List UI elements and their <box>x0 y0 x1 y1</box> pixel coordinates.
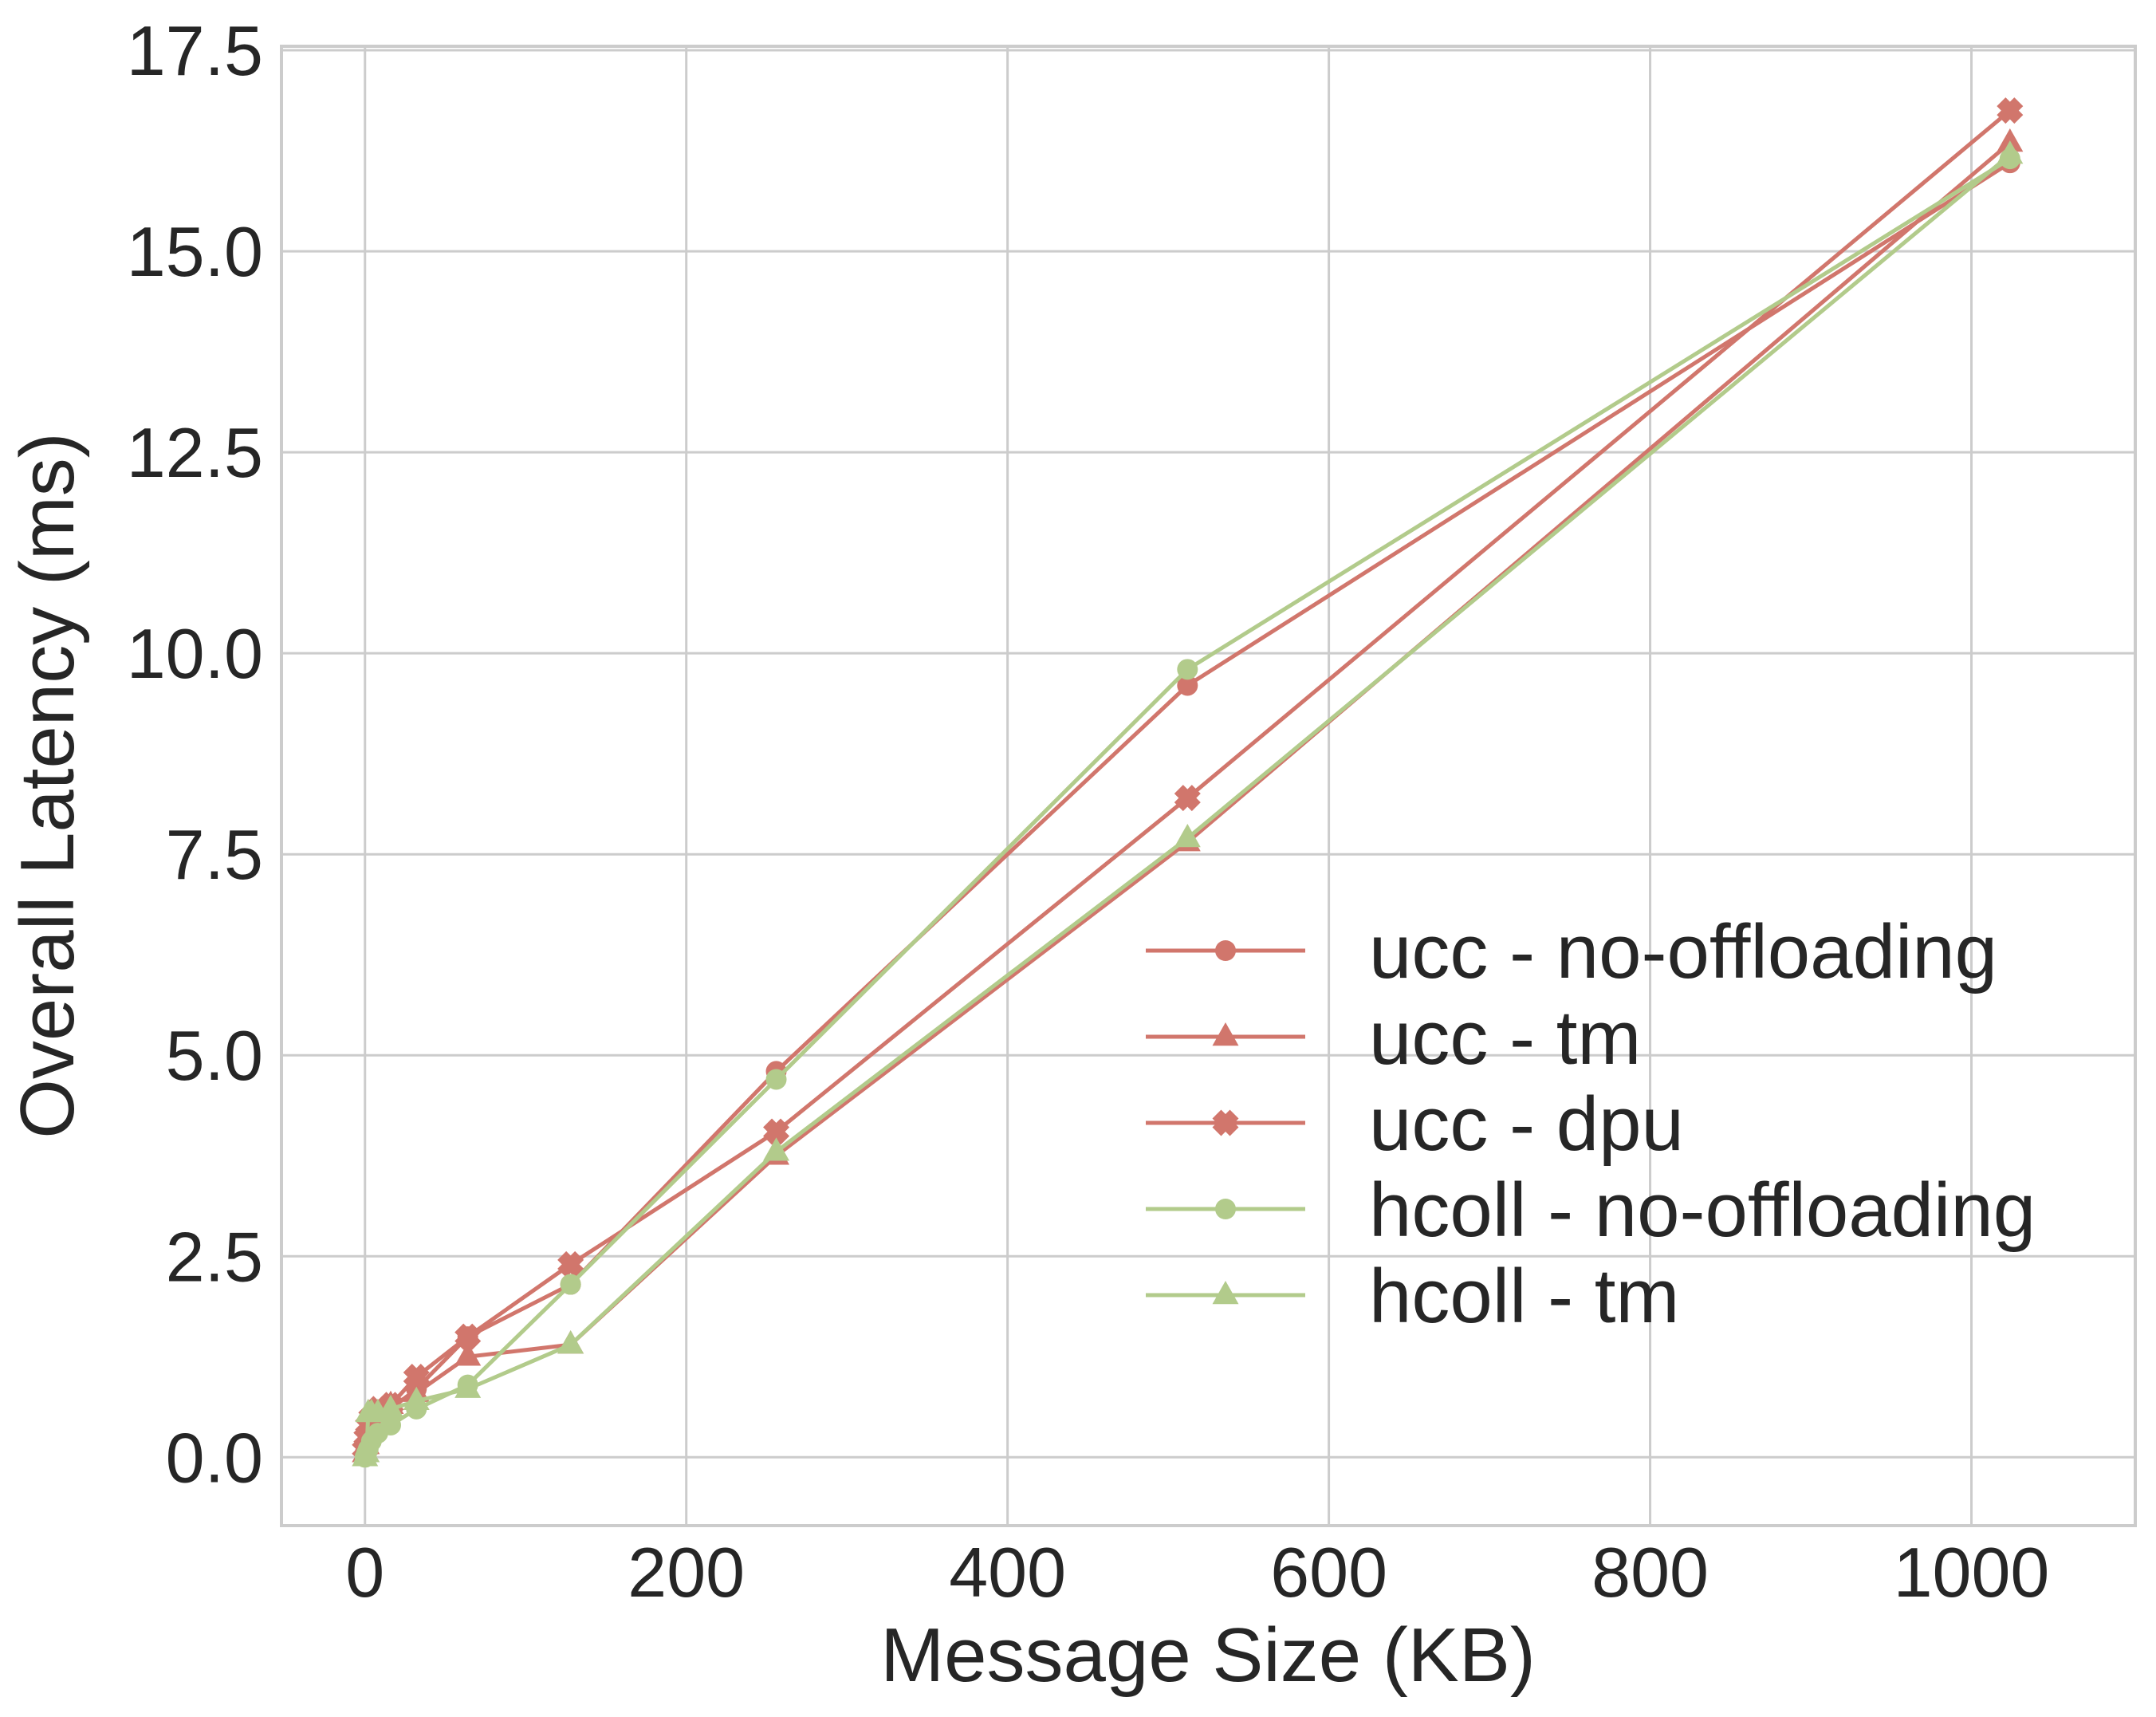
data-point <box>403 1386 430 1410</box>
data-point <box>403 1363 430 1390</box>
data-point <box>560 1274 581 1295</box>
x-axis-label: Message Size (KB) <box>880 1613 1536 1698</box>
y-tick-label: 17.5 <box>127 11 263 90</box>
data-point <box>765 1069 787 1090</box>
x-tick-label: 1000 <box>1894 1533 2050 1612</box>
series-0 <box>354 152 2020 1464</box>
data-point <box>1174 824 1201 848</box>
legend-label: ucc - dpu <box>1369 1081 1684 1167</box>
x-tick-label: 600 <box>1270 1533 1387 1612</box>
data-point <box>454 1342 482 1366</box>
legend-item: hcoll - no-offloading <box>1146 1168 2036 1253</box>
legend-label: ucc - tm <box>1369 995 1641 1081</box>
data-point <box>1177 659 1198 680</box>
y-axis-label: Overall Latency (ms) <box>5 432 90 1139</box>
legend-item: ucc - dpu <box>1146 1081 1684 1167</box>
y-tick-label: 7.5 <box>166 815 263 894</box>
y-tick-label: 12.5 <box>127 413 263 492</box>
y-axis: 0.0 2.5 5.0 7.5 10.0 12.5 15.0 17.5 <box>127 11 263 1497</box>
legend-marker <box>1215 1199 1236 1219</box>
legend-label: ucc - no-offloading <box>1369 909 1997 994</box>
y-tick-label: 10.0 <box>127 614 263 693</box>
x-tick-label: 0 <box>345 1533 384 1612</box>
legend-item: ucc - tm <box>1146 995 1641 1081</box>
legend-marker <box>1212 1281 1239 1305</box>
x-tick-label: 400 <box>949 1533 1066 1612</box>
legend-marker <box>1215 940 1236 961</box>
data-point <box>557 1330 584 1354</box>
legend-marker <box>1212 1022 1239 1046</box>
y-tick-label: 2.5 <box>166 1217 263 1296</box>
data-point <box>1174 785 1201 812</box>
x-axis: 0 200 400 600 800 1000 <box>345 1533 2049 1612</box>
grid <box>281 46 2135 1526</box>
data-point <box>1997 97 2024 124</box>
legend-item: hcoll - tm <box>1146 1254 1679 1339</box>
data-point <box>763 1137 790 1161</box>
data-point <box>763 1118 790 1145</box>
data-point <box>557 1250 584 1278</box>
series-4 <box>352 140 2024 1467</box>
series-2 <box>352 97 2024 1463</box>
data-point <box>377 1394 404 1419</box>
y-tick-label: 15.0 <box>127 212 263 291</box>
legend-marker <box>1212 1109 1239 1136</box>
data-point <box>1997 140 2024 164</box>
legend-item: ucc - no-offloading <box>1146 909 1997 994</box>
series-layer <box>352 97 2024 1468</box>
series-line <box>363 161 2012 1455</box>
data-point <box>1997 128 2024 152</box>
data-point <box>353 1439 380 1463</box>
x-tick-label: 800 <box>1591 1533 1709 1612</box>
x-tick-label: 200 <box>628 1533 745 1612</box>
y-tick-label: 0.0 <box>166 1418 263 1497</box>
legend-label: hcoll - tm <box>1369 1254 1679 1339</box>
data-point <box>454 1323 482 1350</box>
data-point <box>454 1374 482 1398</box>
data-point <box>1177 675 1198 696</box>
plot-frame <box>280 45 2137 1527</box>
y-tick-label: 5.0 <box>166 1016 263 1095</box>
legend-label: hcoll - no-offloading <box>1369 1168 2036 1253</box>
